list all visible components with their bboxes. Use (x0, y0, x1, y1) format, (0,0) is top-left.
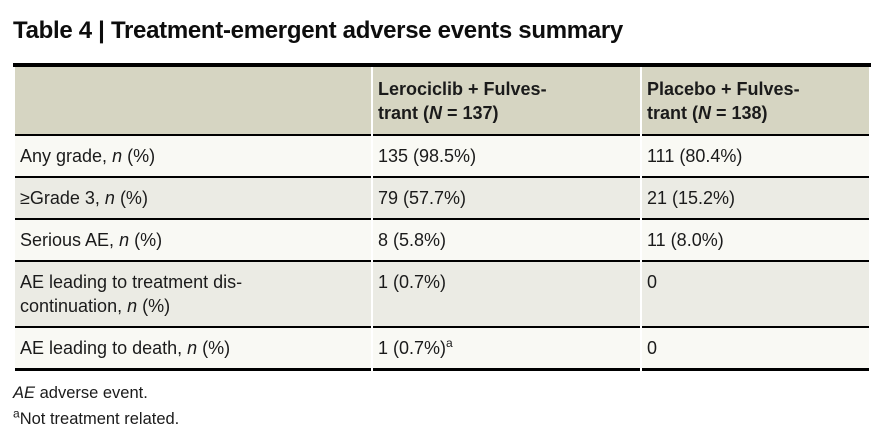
header-row: Lerociclib + Fulves-trant (N = 137) Plac… (15, 67, 869, 136)
placebo-value-cell: 111 (80.4%) (642, 136, 869, 178)
table-row: Any grade, n (%) 135 (98.5%) 111 (80.4%) (15, 136, 869, 178)
table-row: Serious AE, n (%) 8 (5.8%) 11 (8.0%) (15, 220, 869, 262)
footnote-a: aNot treatment related. (13, 406, 180, 429)
lerociclib-value-cell: 79 (57.7%) (373, 178, 640, 220)
lerociclib-value-cell: 1 (0.7%) (373, 262, 640, 328)
header-lerociclib-column: Lerociclib + Fulves-trant (N = 137) (373, 67, 640, 136)
placebo-value-cell: 11 (8.0%) (642, 220, 869, 262)
lerociclib-value-cell: 135 (98.5%) (373, 136, 640, 178)
placebo-value-cell: 21 (15.2%) (642, 178, 869, 220)
table-row: ≥Grade 3, n (%) 79 (57.7%) 21 (15.2%) (15, 178, 869, 220)
footnotes: AE adverse event. aNot treatment related… (13, 380, 881, 432)
table-row: AE leading to treatment dis-continuation… (15, 262, 869, 328)
lerociclib-value-cell: 1 (0.7%)a (373, 328, 640, 371)
row-label-cell: Any grade, n (%) (15, 136, 371, 178)
lerociclib-value-cell: 8 (5.8%) (373, 220, 640, 262)
footnote-abbreviation: AE adverse event. (13, 384, 148, 402)
row-label-cell: AE leading to death, n (%) (15, 328, 371, 371)
header-placebo-column: Placebo + Fulves-trant (N = 138) (642, 67, 869, 136)
table-title: Table 4 | Treatment-emergent adverse eve… (13, 17, 623, 44)
placebo-value-cell: 0 (642, 262, 869, 328)
adverse-events-table: Lerociclib + Fulves-trant (N = 137) Plac… (13, 63, 871, 371)
row-label-cell: AE leading to treatment dis-continuation… (15, 262, 371, 328)
header-empty-cell (15, 67, 371, 136)
placebo-value-cell: 0 (642, 328, 869, 371)
row-label-cell: Serious AE, n (%) (15, 220, 371, 262)
table-body: Any grade, n (%) 135 (98.5%) 111 (80.4%) ≥G… (15, 136, 869, 371)
table-row: AE leading to death, n (%) 1 (0.7%)a 0 (15, 328, 869, 371)
row-label-cell: ≥Grade 3, n (%) (15, 178, 371, 220)
